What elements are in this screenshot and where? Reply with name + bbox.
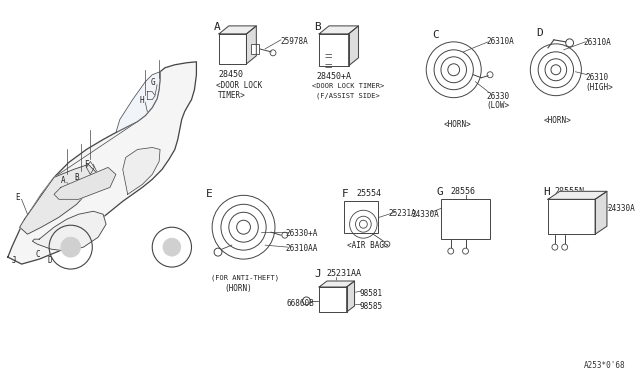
Text: J: J — [12, 256, 16, 264]
Text: 24330A: 24330A — [608, 204, 636, 213]
Text: G: G — [436, 187, 443, 197]
Text: E: E — [206, 189, 213, 199]
Polygon shape — [54, 167, 116, 199]
Circle shape — [61, 237, 81, 257]
Polygon shape — [347, 281, 355, 312]
Text: D: D — [48, 256, 52, 264]
Text: 28556: 28556 — [451, 187, 476, 196]
Text: 26330+A: 26330+A — [286, 229, 318, 238]
Polygon shape — [116, 72, 160, 132]
Text: 25978A: 25978A — [281, 37, 308, 46]
Polygon shape — [319, 281, 355, 287]
Text: (F/ASSIST SIDE>: (F/ASSIST SIDE> — [316, 93, 380, 99]
Text: TIMER>: TIMER> — [218, 91, 246, 100]
Text: 28555N: 28555N — [555, 187, 585, 196]
Polygon shape — [20, 164, 98, 234]
Text: 28450+A: 28450+A — [316, 72, 351, 81]
Bar — [441, 199, 490, 239]
Text: <HORN>: <HORN> — [444, 119, 472, 129]
Text: (HIGH>: (HIGH> — [586, 83, 613, 92]
Text: B: B — [74, 173, 79, 182]
Bar — [344, 201, 378, 233]
Text: B: B — [314, 22, 321, 32]
Text: <HORN>: <HORN> — [544, 116, 572, 125]
Text: 98585: 98585 — [360, 302, 383, 311]
Text: 24330A: 24330A — [412, 210, 439, 219]
Text: 26310AA: 26310AA — [286, 244, 318, 253]
Text: 25231A: 25231A — [389, 209, 417, 218]
Text: J: J — [314, 269, 321, 279]
Text: 66860B: 66860B — [287, 299, 314, 308]
Polygon shape — [219, 26, 257, 34]
Text: C: C — [432, 30, 439, 40]
Polygon shape — [219, 34, 246, 64]
Text: F: F — [84, 160, 89, 169]
Polygon shape — [548, 199, 595, 234]
Text: D: D — [536, 28, 543, 38]
Text: 26330: 26330 — [486, 92, 509, 101]
Polygon shape — [595, 191, 607, 234]
Polygon shape — [8, 62, 196, 264]
Text: C: C — [35, 250, 40, 259]
Polygon shape — [246, 26, 257, 64]
Text: <DOOR LOCK: <DOOR LOCK — [216, 81, 262, 90]
Text: 25554: 25554 — [356, 189, 381, 198]
Text: A: A — [61, 176, 65, 185]
Text: <DOOR LOCK TIMER>: <DOOR LOCK TIMER> — [312, 83, 385, 89]
Text: A: A — [214, 22, 221, 32]
Polygon shape — [319, 26, 358, 34]
Text: (LOW>: (LOW> — [486, 101, 509, 110]
Text: E: E — [15, 193, 20, 202]
Text: F: F — [342, 189, 349, 199]
Text: <AIR BAG>: <AIR BAG> — [347, 241, 388, 250]
Text: H: H — [139, 96, 144, 105]
Text: H: H — [543, 187, 550, 197]
Circle shape — [163, 238, 180, 256]
Text: (FOR ANTI-THEFT): (FOR ANTI-THEFT) — [211, 274, 279, 280]
Text: G: G — [151, 78, 156, 87]
Text: =: = — [324, 50, 332, 63]
Text: 98581: 98581 — [360, 289, 383, 298]
Text: 26310A: 26310A — [583, 38, 611, 47]
Polygon shape — [123, 147, 160, 194]
Text: 25231AA: 25231AA — [326, 269, 361, 278]
Text: 28450: 28450 — [218, 70, 243, 79]
Text: 26310A: 26310A — [486, 37, 514, 46]
Bar — [252, 44, 259, 54]
Text: =: = — [324, 60, 332, 73]
Text: (HORN): (HORN) — [224, 284, 252, 293]
Polygon shape — [349, 26, 358, 66]
Polygon shape — [319, 287, 347, 312]
Polygon shape — [548, 191, 607, 199]
Polygon shape — [319, 34, 349, 66]
Polygon shape — [33, 211, 106, 251]
Text: 26310: 26310 — [586, 73, 609, 82]
Text: A253*0'68: A253*0'68 — [584, 361, 626, 370]
